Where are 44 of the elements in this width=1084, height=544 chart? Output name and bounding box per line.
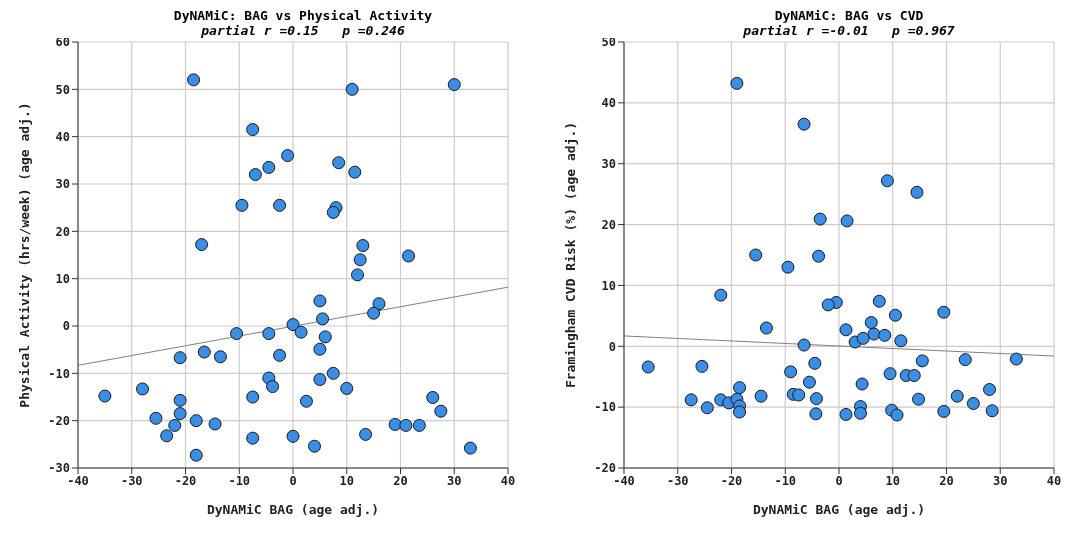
y-tick-label: 60 [55,35,70,50]
x-tick-label: 10 [885,473,900,488]
y-tick-label: -10 [48,366,70,381]
x-tick-label: 0 [835,473,843,488]
x-tick-label: -40 [613,473,635,488]
x-tick-label: 10 [339,473,354,488]
y-tick-label: 50 [55,82,70,97]
y-tick-label: -30 [48,461,70,476]
y-axis-title: Physical Activity (hrs/week) (age adj.) [16,102,32,408]
x-tick-label: 30 [993,473,1008,488]
x-tick-label: 0 [289,473,297,488]
x-tick-label: -10 [228,473,251,488]
y-tick-label: 10 [601,278,616,293]
y-tick-label: 0 [608,339,616,354]
y-tick-label: -20 [48,413,70,428]
x-axis-title: DyNAMiC BAG (age adj.) [752,502,926,517]
y-tick-label: 0 [62,319,70,334]
chart-title: DyNAMiC: BAG vs CVD [773,8,925,23]
chart-subtitle: partial r =-0.01 p =0.967 [743,23,955,38]
x-tick-label: -30 [666,473,689,488]
x-tick-label: -30 [120,473,143,488]
x-tick-label: -20 [174,473,197,488]
x-tick-label: 30 [447,473,462,488]
y-tick-label: 50 [601,35,616,50]
x-axis-title: DyNAMiC BAG (age adj.) [206,502,380,517]
y-tick-label: 10 [55,271,70,286]
y-tick-label: 20 [601,217,616,232]
x-tick-label: 40 [500,473,516,488]
chart-title: DyNAMiC: BAG vs Physical Activity [172,8,434,23]
x-tick-label: 40 [1046,473,1062,488]
y-axis-title: Framingham CVD Risk (%) (age adj.) [562,121,578,389]
y-tick-label: -20 [594,461,616,476]
x-tick-label: 20 [393,473,408,488]
y-tick-label: 30 [55,177,70,192]
x-tick-label: -10 [774,473,797,488]
y-tick-label: 40 [55,129,70,144]
y-tick-label: 40 [601,96,616,111]
x-tick-label: -40 [67,473,89,488]
chart-subtitle: partial r =0.15 p =0.246 [201,23,405,38]
y-tick-label: -10 [594,400,616,415]
y-tick-label: 20 [55,224,70,239]
y-tick-label: 30 [601,156,616,171]
x-tick-label: -20 [720,473,743,488]
x-tick-label: 20 [939,473,954,488]
